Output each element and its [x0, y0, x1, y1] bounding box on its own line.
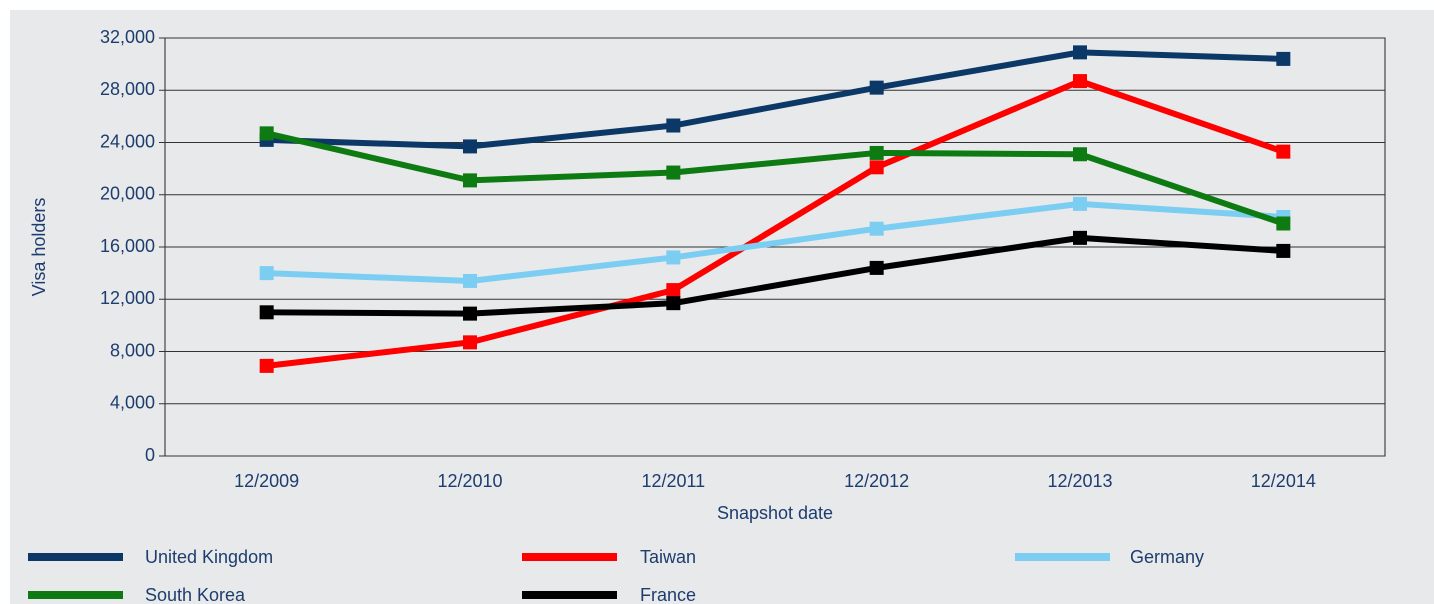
- point-marker: [463, 306, 477, 321]
- y-tick-label: 28,000: [100, 79, 155, 99]
- point-marker: [1073, 45, 1087, 60]
- point-marker: [1073, 230, 1087, 245]
- series-line: [266, 78, 1285, 369]
- y-tick-label: 24,000: [100, 131, 155, 151]
- point-marker: [259, 266, 274, 281]
- chart-background: [10, 10, 1434, 604]
- y-tick-label: 0: [145, 445, 155, 465]
- legend-label: France: [640, 585, 696, 604]
- point-marker: [869, 260, 884, 275]
- point-marker: [259, 358, 274, 373]
- point-marker: [259, 305, 274, 320]
- point-marker: [1073, 196, 1087, 211]
- point-marker: [869, 221, 884, 236]
- point-marker: [666, 118, 681, 133]
- legend-label: Germany: [1130, 547, 1204, 567]
- point-marker: [666, 283, 681, 298]
- point-marker: [666, 296, 681, 311]
- y-axis-label: Visa holders: [29, 198, 49, 297]
- point-marker: [463, 273, 477, 288]
- point-marker: [1276, 51, 1291, 66]
- point-marker: [666, 165, 681, 180]
- x-tick-label: 12/2014: [1251, 471, 1316, 491]
- legend-label: South Korea: [145, 585, 246, 604]
- point-marker: [259, 126, 274, 141]
- point-marker: [1276, 144, 1291, 159]
- point-marker: [869, 160, 884, 175]
- y-tick-label: 12,000: [100, 288, 155, 308]
- x-tick-label: 12/2012: [844, 471, 909, 491]
- y-tick-label: 20,000: [100, 184, 155, 204]
- x-tick-label: 12/2013: [1047, 471, 1112, 491]
- series-line: [266, 234, 1284, 317]
- x-tick-label: 12/2010: [437, 471, 502, 491]
- x-axis-label: Snapshot date: [717, 503, 833, 523]
- point-marker: [1276, 243, 1291, 258]
- point-marker: [1276, 216, 1291, 231]
- y-tick-label: 8,000: [110, 340, 155, 360]
- legend-label: United Kingdom: [145, 547, 273, 567]
- point-marker: [869, 80, 884, 95]
- y-tick-label: 16,000: [100, 236, 155, 256]
- y-tick-label: 32,000: [100, 27, 155, 47]
- x-tick-label: 12/2009: [234, 471, 299, 491]
- point-marker: [463, 139, 477, 154]
- point-marker: [869, 145, 884, 160]
- series-line: [266, 200, 1284, 284]
- series-line: [265, 130, 1285, 227]
- series-line: [266, 49, 1284, 150]
- point-marker: [463, 335, 477, 350]
- point-marker: [463, 173, 477, 188]
- point-marker: [1073, 74, 1087, 89]
- legend-label: Taiwan: [640, 547, 696, 567]
- x-tick-label: 12/2011: [641, 471, 705, 491]
- point-marker: [666, 250, 681, 265]
- point-marker: [1073, 147, 1087, 162]
- y-tick-label: 4,000: [110, 393, 155, 413]
